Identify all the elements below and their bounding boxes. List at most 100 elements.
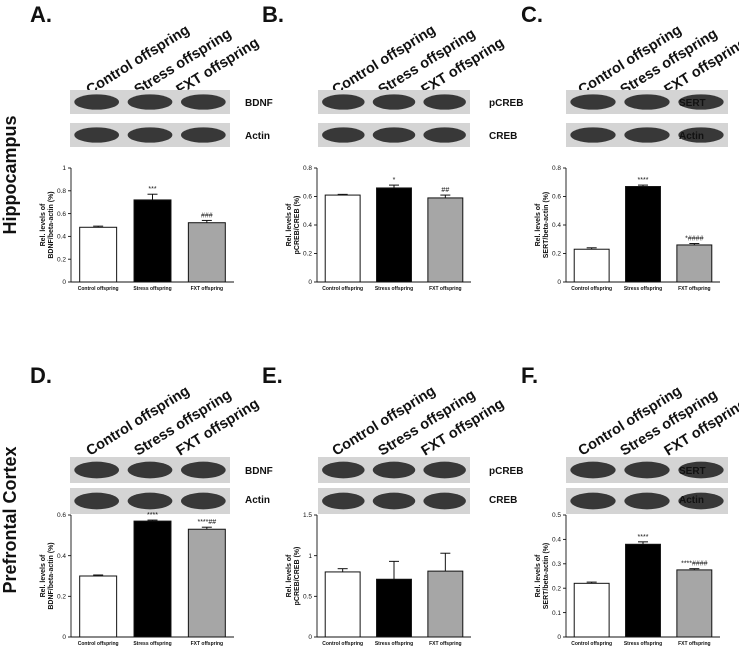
blot-band [678, 492, 724, 510]
y-axis-title: Rel. levels of [535, 554, 542, 597]
blot-label: Actin [245, 495, 270, 506]
y-tick-label: 0 [557, 279, 561, 286]
panel-letter: D. [30, 363, 52, 388]
blot-band [322, 492, 365, 510]
blot-band [74, 461, 120, 479]
y-tick-label: 0.6 [303, 194, 312, 201]
y-tick-label: 0.6 [57, 512, 66, 519]
panel-2: C. Control offspring Stress offspring FXT o… [521, 2, 739, 292]
y-tick-label: 1 [62, 165, 66, 172]
bar [324, 571, 361, 638]
y-tick-label: 0.2 [552, 585, 561, 592]
y-tick-label: 0.4 [57, 553, 66, 560]
significance-label: ### [201, 212, 213, 219]
significance-label: **** [147, 512, 158, 519]
significance-label: *** [148, 186, 156, 193]
x-category-label: Control offspring [571, 286, 612, 292]
blot-band [127, 127, 173, 143]
y-axis-title: BDNF/beta-actin (%) [48, 542, 55, 609]
panel-letter: C. [521, 2, 543, 27]
significance-label: *#### [685, 236, 703, 243]
y-axis-title: SERT/beta-actin (%) [543, 543, 550, 610]
y-tick-label: 1.5 [303, 512, 312, 519]
blot-band [180, 94, 226, 110]
blot-band [322, 461, 365, 479]
x-category-label: Stress offspring [133, 286, 171, 292]
x-category-label: FXT offspring [191, 641, 224, 647]
panel-3: D. Control offspring Stress offspring FXT o… [30, 363, 273, 647]
blot-label: BDNF [245, 98, 273, 109]
x-category-label: Control offspring [571, 641, 612, 647]
x-category-label: Stress offspring [375, 286, 413, 292]
y-tick-label: 0.2 [57, 256, 66, 263]
x-category-label: Stress offspring [375, 641, 413, 647]
y-tick-label: 0 [557, 634, 561, 641]
y-tick-label: 0.4 [552, 537, 561, 544]
blot-band [322, 94, 365, 110]
blot-band [74, 492, 120, 510]
y-tick-label: 0 [62, 279, 66, 286]
x-category-label: Stress offspring [624, 641, 662, 647]
blot-band [423, 492, 466, 510]
blot-band [372, 461, 416, 479]
x-category-label: Control offspring [322, 641, 363, 647]
y-tick-label: 0.4 [57, 234, 66, 241]
bar [133, 199, 172, 283]
bar [573, 582, 610, 638]
blot-label: SERT [679, 466, 706, 477]
blot-band [624, 461, 670, 479]
y-tick-label: 0.5 [552, 512, 561, 519]
blot-band [127, 461, 173, 479]
panel-1: B. Control offspring Stress offspring FXT o… [262, 2, 523, 292]
bar [427, 197, 464, 283]
bar [133, 520, 172, 638]
region-label-0: Hippocampus [0, 115, 20, 234]
blot-band [678, 461, 724, 479]
x-category-label: Control offspring [78, 286, 119, 292]
blot-band [322, 127, 365, 143]
y-axis-title: pCREB/CREB (%) [294, 547, 301, 606]
y-axis-title: pCREB/CREB (%) [294, 196, 301, 255]
blot-label: Actin [679, 131, 704, 142]
y-tick-label: 0.4 [303, 222, 312, 229]
y-tick-label: 0 [308, 634, 312, 641]
y-axis-title: SERT/beta-actin (%) [543, 192, 550, 259]
blot-band [372, 127, 416, 143]
blot-band [74, 127, 120, 143]
bar [79, 226, 118, 283]
x-category-label: Stress offspring [133, 641, 171, 647]
bar [79, 575, 118, 638]
y-axis-title: BDNF/beta-actin (%) [48, 191, 55, 258]
blot-label: pCREB [489, 98, 523, 109]
panel-letter: E. [262, 363, 283, 388]
y-tick-label: 0.6 [552, 194, 561, 201]
bar [427, 570, 464, 638]
blot-band [180, 127, 226, 143]
panel-letter: A. [30, 2, 52, 27]
bar [376, 187, 412, 283]
y-axis-title: Rel. levels of [286, 554, 293, 597]
blot-label: pCREB [489, 466, 523, 477]
blot-band [180, 492, 226, 510]
significance-label: ## [441, 187, 449, 194]
y-tick-label: 0.2 [303, 251, 312, 258]
blot-band [423, 94, 466, 110]
blot-label: BDNF [245, 466, 273, 477]
blot-band [570, 127, 616, 143]
x-category-label: FXT offspring [191, 286, 224, 292]
y-tick-label: 0 [62, 634, 66, 641]
y-axis-title: Rel. levels of [40, 203, 47, 246]
blot-label: CREB [489, 495, 517, 506]
y-tick-label: 0.2 [552, 251, 561, 258]
x-category-label: FXT offspring [429, 286, 462, 292]
panel-4: E. Control offspring Stress offspring FXT o… [262, 363, 523, 647]
blot-band [372, 492, 416, 510]
panel-0: A. Control offspring Stress offspring FXT o… [30, 2, 273, 292]
blot-label: SERT [679, 98, 706, 109]
bar [324, 194, 361, 283]
blot-label: Actin [245, 131, 270, 142]
significance-label: ****#### [681, 561, 708, 568]
blot-label: CREB [489, 131, 517, 142]
blot-band [678, 94, 724, 110]
